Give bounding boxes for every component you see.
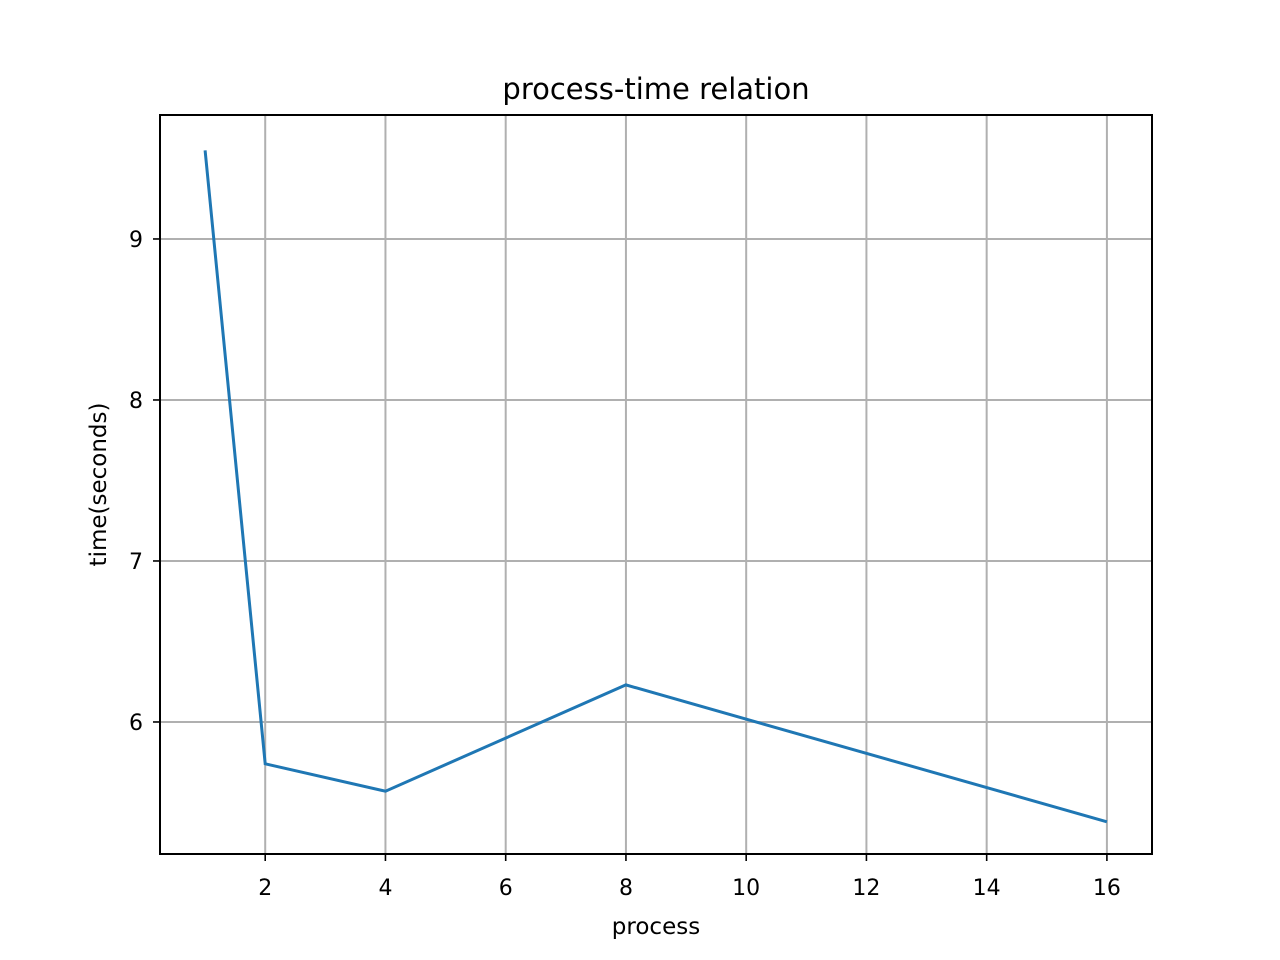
x-tick-label: 8: [619, 876, 633, 901]
plot-frame: [159, 114, 1153, 855]
x-tick-label: 16: [1093, 876, 1121, 901]
grid: [160, 115, 1152, 854]
data-point: [204, 149, 207, 152]
x-axis-label: process: [612, 914, 700, 940]
y-axis-label: time(seconds): [86, 403, 112, 567]
y-tick-label: 7: [129, 550, 143, 575]
x-tick-label: 2: [258, 876, 272, 901]
series-layer: [203, 149, 1108, 824]
y-tick-label: 9: [129, 228, 143, 253]
y-tick-label: 6: [129, 711, 143, 736]
data-point: [384, 790, 387, 793]
data-point: [624, 683, 627, 686]
x-tick-label: 10: [732, 876, 760, 901]
chart-title: process-time relation: [502, 72, 809, 106]
x-tick-label: 4: [378, 876, 392, 901]
y-tick-label: 8: [129, 389, 143, 414]
data-point: [1105, 820, 1108, 823]
x-tick-label: 6: [499, 876, 513, 901]
x-tick-label: 14: [973, 876, 1001, 901]
series-line: [203, 150, 1108, 824]
ticks: 2 4 6 8 10 12 14 16 6 7 8 9: [129, 228, 1121, 901]
data-point: [264, 762, 267, 765]
x-tick-label: 12: [852, 876, 880, 901]
